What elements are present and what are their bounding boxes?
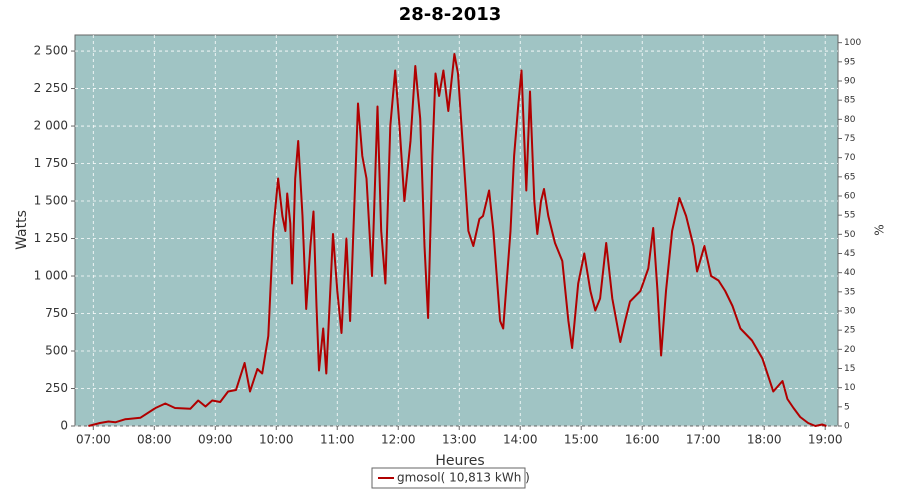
x-tick-label: 08:00 [137,433,172,447]
y2-tick-label: 40 [844,268,856,278]
legend: gmosol( 10,813 kWh ) [371,467,530,489]
x-tick-label: 16:00 [625,433,660,447]
y2-tick-label: 80 [844,115,856,125]
x-tick-label: 07:00 [76,433,111,447]
chart-title: 28-8-2013 [399,4,502,25]
y2-tick-label: 90 [844,77,856,87]
y-tick-label: 500 [45,344,68,358]
y-tick-label: 2 000 [34,119,68,133]
y2-tick-label: 95 [844,57,855,67]
x-tick-label: 10:00 [259,433,294,447]
y-tick-label: 1 500 [34,194,68,208]
y2-tick-label: 100 [844,38,861,48]
y-tick-label: 1 750 [34,156,68,170]
y2-tick-label: 65 [844,172,855,182]
y2-tick-label: 75 [844,134,855,144]
plot-area [74,34,839,427]
y2-tick-label: 5 [844,402,850,412]
y2-tick-label: 25 [844,326,855,336]
y2-tick-label: 45 [844,249,855,259]
legend-box [371,467,526,489]
y2-tick-label: 15 [844,364,855,374]
y2-tick-label: 50 [844,230,856,240]
y-tick-label: 2 250 [34,81,68,95]
y2-tick-label: 70 [844,153,856,163]
y2-tick-label: 20 [844,345,856,355]
x-tick-label: 14:00 [503,433,538,447]
y2-tick-label: 85 [844,96,855,106]
y-tick-label: 250 [45,381,68,395]
y2-tick-label: 60 [844,192,856,202]
y-tick-label: 1 250 [34,231,68,245]
y2-axis-label: % [873,224,887,235]
y2-tick-label: 30 [844,307,856,317]
x-tick-label: 09:00 [198,433,233,447]
y2-tick-label: 0 [844,422,850,432]
x-tick-label: 15:00 [564,433,599,447]
y-tick-label: 1 000 [34,269,68,283]
x-tick-label: 17:00 [686,433,721,447]
y2-tick-label: 10 [844,383,856,393]
x-tick-label: 12:00 [381,433,416,447]
y-tick-label: 750 [45,306,68,320]
x-axis-label: Heures [435,453,484,469]
legend-label: gmosol( 10,813 kWh ) [397,471,530,485]
data-line [88,53,827,427]
x-tick-label: 13:00 [442,433,477,447]
x-tick-label: 19:00 [808,433,843,447]
x-tick-label: 11:00 [320,433,355,447]
x-tick-label: 18:00 [747,433,782,447]
y2-tick-label: 35 [844,287,855,297]
y2-tick-label: 55 [844,211,855,221]
y-axis-label: Watts [14,210,30,250]
y-tick-label: 0 [60,419,68,433]
y-tick-label: 2 500 [34,44,68,58]
